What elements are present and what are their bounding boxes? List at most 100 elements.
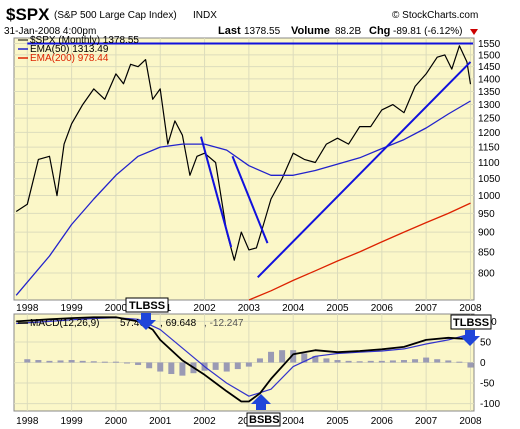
- price-y-tick-label: 1150: [478, 143, 500, 154]
- exchange-label: INDX: [193, 10, 217, 21]
- ema50-line: [15, 100, 471, 296]
- arrow-down-icon: [460, 330, 480, 346]
- histogram-bar: [112, 361, 119, 363]
- price-series-group: [15, 42, 474, 301]
- macd-y-tick-label: -50: [480, 379, 495, 390]
- macd-x-tick-label: 2001: [149, 416, 172, 427]
- histogram-bar: [456, 361, 463, 363]
- price-x-tick-label: 2006: [371, 303, 394, 314]
- histogram-bar: [146, 362, 153, 369]
- callout-bsbs: BSBS: [246, 394, 281, 427]
- histogram-bar: [79, 360, 86, 363]
- callout-tlbss-1-box: [125, 297, 169, 313]
- histogram-bar: [124, 362, 131, 364]
- legend-macd-v3: , -12.247: [204, 318, 244, 329]
- legend-macd-v2-text: 69.648: [166, 318, 197, 329]
- index-name: (S&P 500 Large Cap Index): [54, 10, 177, 21]
- trendline: [200, 136, 233, 248]
- callout-tlbss-2-box: [450, 314, 492, 330]
- histogram-bar: [279, 350, 286, 363]
- histogram-bar: [168, 362, 175, 375]
- callout-tlbss-2: TLBSS: [450, 314, 492, 346]
- histogram-bar: [268, 351, 275, 363]
- price-x-tick-label: 1998: [16, 303, 39, 314]
- chg-label: Chg: [369, 25, 390, 37]
- histogram-bar: [301, 353, 308, 363]
- macd-y-tick-label: 50: [480, 337, 492, 348]
- price-line: [15, 45, 472, 261]
- arrow-down-icon: [136, 313, 156, 330]
- chg-value: -89.81 (-6.12%): [393, 26, 462, 37]
- histogram-bar: [24, 359, 31, 363]
- price-x-tick-label: 2004: [282, 303, 305, 314]
- macd-series-group: [16, 316, 474, 403]
- histogram-bar: [57, 360, 64, 363]
- price-x-tick-label: 2002: [193, 303, 216, 314]
- histogram-bar: [367, 360, 374, 363]
- price-y-tick-label: 850: [478, 247, 495, 258]
- price-y-tick-label: 1350: [478, 87, 501, 98]
- price-legend: $SPX (Monthly) 1378.55 EMA(50) 1313.49 E…: [18, 35, 139, 64]
- macd-x-tick-label: 2008: [459, 416, 482, 427]
- legend-macd-v1: 57.401: [120, 318, 151, 329]
- macd-y-tick-label: 0: [480, 358, 486, 369]
- histogram-bar: [290, 350, 297, 363]
- price-y-tick-label: 1400: [478, 74, 501, 85]
- histogram-bar: [345, 360, 352, 363]
- volume-value: 88.2B: [335, 26, 361, 37]
- price-y-tick-label: 1250: [478, 114, 501, 125]
- histogram-bar: [334, 360, 341, 363]
- histogram-bar: [245, 362, 252, 367]
- price-x-tick-label: 2000: [105, 303, 128, 314]
- trendline: [231, 155, 269, 244]
- macd-x-tick-label: 1998: [16, 416, 39, 427]
- price-grid: [14, 38, 474, 300]
- histogram-bar: [101, 361, 108, 363]
- macd-x-tick-label: 2000: [105, 416, 128, 427]
- histogram-bar: [423, 357, 430, 363]
- histogram-bar: [35, 360, 42, 363]
- price-y-tick-label: 1050: [478, 174, 501, 185]
- last-label: Last: [218, 25, 241, 37]
- price-x-tick-label: 2005: [326, 303, 349, 314]
- legend-macd-v2: , 69.648: [160, 318, 197, 329]
- histogram-bar: [445, 360, 452, 363]
- price-x-tick-label: 1999: [60, 303, 83, 314]
- histogram-bar: [356, 361, 363, 363]
- price-x-tick-label: 2008: [459, 303, 482, 314]
- price-x-tick-label: 2007: [415, 303, 438, 314]
- macd-x-tick-label: 2006: [371, 416, 394, 427]
- histogram-bar: [135, 362, 142, 365]
- histogram-bar: [434, 359, 441, 363]
- callout-bsbs-text: BSBS: [249, 414, 280, 426]
- price-y-tick-label: 950: [478, 209, 495, 220]
- price-y-tick-label: 900: [478, 228, 495, 239]
- last-value: 1378.55: [244, 26, 281, 37]
- macd-line: [16, 316, 471, 403]
- price-y-axis: 800 850 900 950 1000 1050 1100 1150 1200 1250 1300…: [478, 39, 501, 279]
- volume-label: Volume: [291, 25, 330, 37]
- histogram-bar: [312, 355, 319, 363]
- histogram-bar: [223, 362, 230, 372]
- legend-macd-v3-text: -12.247: [210, 318, 244, 329]
- histogram-bar: [256, 358, 263, 363]
- legend-macd-sep2: ,: [204, 318, 210, 329]
- symbol-title: $SPX: [6, 5, 50, 24]
- callout-tlbss-2-text: TLBSS: [453, 317, 489, 329]
- price-panel: [13, 37, 475, 301]
- date-label: 31-Jan-2008 4:00pm: [4, 26, 96, 37]
- price-x-axis: 1998199920002001200220032004200520062007…: [16, 303, 482, 314]
- price-y-tick-label: 1550: [478, 39, 501, 50]
- price-y-tick-label: 1200: [478, 128, 501, 139]
- macd-x-tick-label: 2004: [282, 416, 305, 427]
- histogram-bar: [389, 360, 396, 363]
- legend-macd-name: MACD(12,26,9): [30, 318, 99, 329]
- macd-y-axis: -100-50050100: [480, 317, 500, 410]
- macd-x-tick-label: 2007: [415, 416, 438, 427]
- macd-legend: MACD(12,26,9) 57.401 , 69.648 , -12.247: [18, 318, 244, 329]
- histogram-bar: [179, 362, 186, 376]
- price-y-tick-label: 1450: [478, 62, 501, 73]
- legend-ema200: EMA(200) 978.44: [30, 53, 109, 64]
